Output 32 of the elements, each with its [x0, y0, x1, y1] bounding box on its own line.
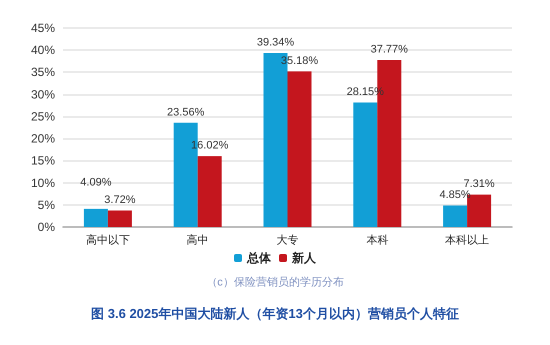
text: （c）保险营销员的学历分布 [206, 276, 344, 288]
legend-label: 新人 [291, 251, 317, 265]
legend-label: 总体 [246, 251, 272, 265]
y-tick-label: 10% [30, 176, 56, 190]
y-tick-label: 25% [30, 109, 56, 124]
bar [84, 208, 108, 227]
data-label: 4.85% [440, 189, 471, 202]
y-tick-label: 30% [30, 87, 56, 102]
bar [443, 206, 468, 227]
data-label: 39.34% [256, 36, 294, 49]
x-tick-label: 高中 [186, 234, 209, 246]
y-tick-label: 35% [30, 65, 56, 80]
text: 图 3.6 2025年中国大陆新人（年资13个月以内）营销员个人特征 [91, 306, 459, 321]
x-tick-label: 本科 [366, 234, 388, 246]
y-tick-label: 15% [30, 154, 56, 168]
bar [288, 71, 312, 227]
data-label: 7.31% [464, 178, 495, 190]
x-tick-label: 本科以上 [445, 234, 490, 246]
y-tick-label: 20% [30, 132, 56, 146]
data-label: 4.09% [80, 176, 112, 188]
y-tick-label: 0% [38, 220, 56, 234]
y-tick-label: 45% [30, 21, 56, 35]
x-tick-label: 大专 [276, 234, 298, 246]
y-tick-label: 40% [30, 43, 56, 58]
data-label: 37.77% [370, 43, 408, 56]
x-tick-label: 高中以下 [86, 234, 130, 246]
y-tick-label: 5% [38, 198, 56, 212]
data-label: 3.72% [104, 194, 136, 206]
bar [108, 210, 132, 227]
data-label: 23.56% [167, 106, 205, 118]
bar [353, 102, 378, 227]
bar [198, 156, 222, 227]
